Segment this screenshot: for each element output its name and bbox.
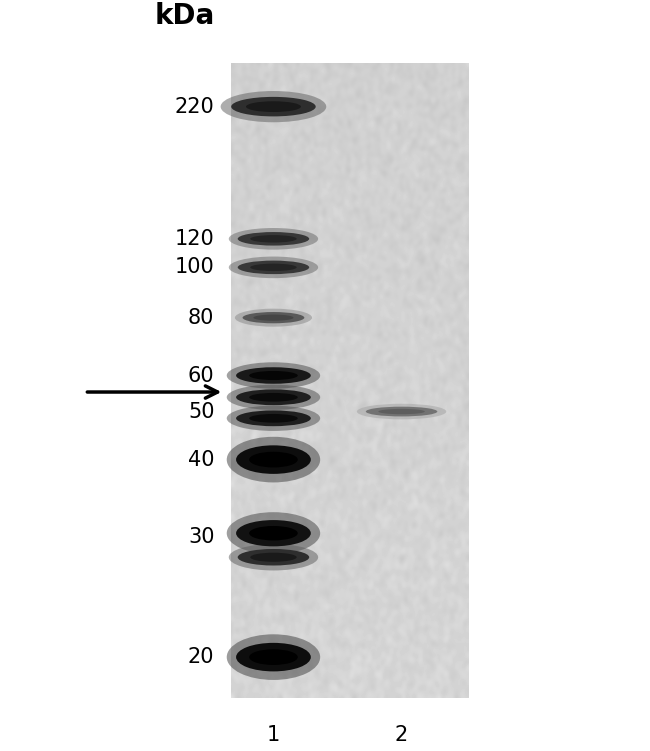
Ellipse shape [227, 437, 320, 482]
Ellipse shape [238, 261, 309, 274]
Ellipse shape [236, 643, 311, 671]
Text: 50: 50 [188, 402, 215, 421]
Ellipse shape [227, 406, 320, 431]
Ellipse shape [227, 385, 320, 410]
Ellipse shape [220, 91, 326, 122]
Text: 40: 40 [188, 450, 215, 469]
Ellipse shape [250, 553, 296, 562]
Ellipse shape [227, 635, 320, 680]
Ellipse shape [242, 312, 304, 323]
Text: 30: 30 [188, 527, 215, 547]
Text: 1: 1 [267, 725, 280, 745]
Ellipse shape [236, 445, 311, 474]
Ellipse shape [366, 406, 437, 416]
Ellipse shape [236, 389, 311, 405]
Text: 120: 120 [175, 229, 215, 249]
Ellipse shape [249, 414, 298, 423]
Ellipse shape [238, 549, 309, 566]
Ellipse shape [249, 526, 298, 541]
Ellipse shape [246, 101, 301, 112]
Ellipse shape [229, 257, 318, 278]
Ellipse shape [227, 512, 320, 554]
Text: 100: 100 [175, 258, 215, 277]
Ellipse shape [249, 452, 298, 467]
Ellipse shape [249, 393, 298, 402]
Ellipse shape [250, 264, 296, 271]
Text: 80: 80 [188, 308, 215, 327]
Ellipse shape [254, 315, 294, 321]
Ellipse shape [231, 97, 316, 116]
Ellipse shape [357, 404, 447, 419]
Ellipse shape [227, 362, 320, 389]
Text: 2: 2 [395, 725, 408, 745]
Ellipse shape [249, 650, 298, 665]
Ellipse shape [229, 228, 318, 249]
Ellipse shape [378, 409, 425, 415]
Ellipse shape [249, 371, 298, 380]
Ellipse shape [235, 309, 312, 327]
Ellipse shape [238, 232, 309, 246]
Text: kDa: kDa [154, 2, 214, 30]
Ellipse shape [236, 367, 311, 384]
Ellipse shape [229, 544, 318, 571]
Ellipse shape [236, 410, 311, 426]
Ellipse shape [236, 520, 311, 547]
Text: 220: 220 [175, 97, 215, 116]
Text: 60: 60 [188, 366, 215, 385]
Text: 20: 20 [188, 647, 215, 667]
Ellipse shape [250, 235, 296, 243]
